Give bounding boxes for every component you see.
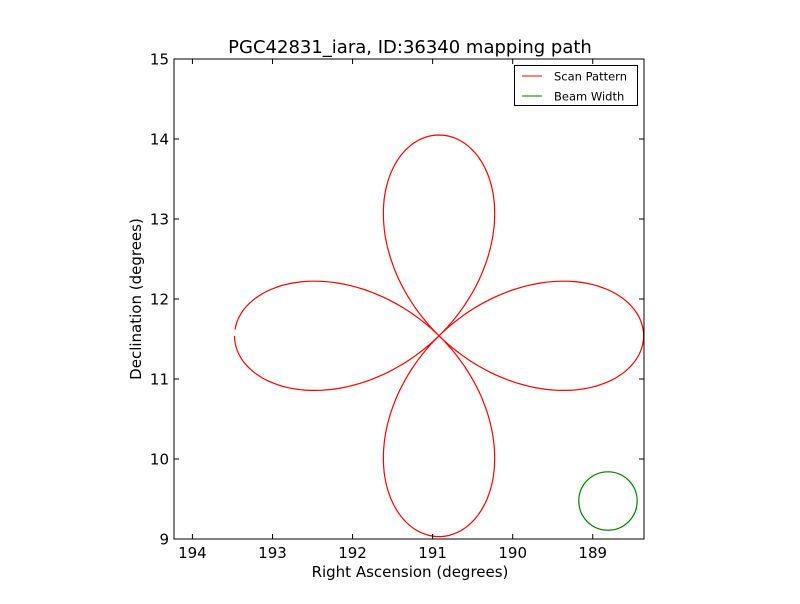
x-axis: 194 193 192 191 190 189 [178,59,607,562]
legend-box [514,65,638,106]
legend-label-scan-pattern: Scan Pattern [554,70,627,84]
x-tick-label: 193 [258,544,287,562]
x-axis-label: Right Ascension (degrees) [312,563,509,581]
y-tick-label: 14 [150,131,169,149]
y-axis-label: Declination (degrees) [127,218,145,380]
beam-width-circle [578,471,638,531]
y-tick-label: 15 [150,51,169,69]
y-tick-label: 9 [159,531,169,549]
x-tick-label: 190 [498,544,527,562]
x-tick-label: 194 [178,544,207,562]
chart-title: PGC42831_iara, ID:36340 mapping path [228,37,592,58]
scan-pattern-line [233,134,645,538]
x-tick-label: 192 [338,544,367,562]
legend: Scan Pattern Beam Width [514,65,638,106]
y-tick-label: 11 [150,371,169,389]
legend-label-beam-width: Beam Width [554,90,624,104]
y-tick-label: 10 [150,451,169,469]
y-axis: 9 10 11 12 13 14 15 [150,51,644,549]
plot-area [233,134,645,538]
y-tick-label: 13 [150,211,169,229]
x-tick-label: 191 [418,544,447,562]
y-tick-label: 12 [150,291,169,309]
x-tick-label: 189 [578,544,607,562]
